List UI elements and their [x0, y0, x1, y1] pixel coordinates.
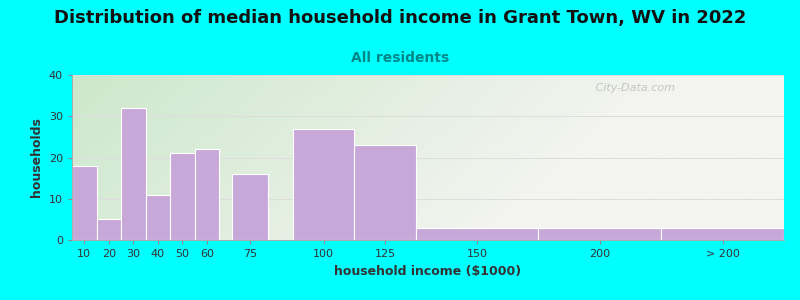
Bar	[354, 145, 416, 240]
Bar	[121, 108, 146, 240]
Bar	[293, 129, 354, 240]
Bar	[146, 195, 170, 240]
Bar	[97, 219, 121, 240]
Bar	[72, 166, 97, 240]
Text: City-Data.com: City-Data.com	[585, 83, 674, 93]
Bar	[231, 174, 269, 240]
Text: Distribution of median household income in Grant Town, WV in 2022: Distribution of median household income …	[54, 9, 746, 27]
Bar	[194, 149, 219, 240]
Bar	[416, 228, 538, 240]
Bar	[662, 228, 784, 240]
Text: All residents: All residents	[351, 51, 449, 65]
X-axis label: household income ($1000): household income ($1000)	[334, 265, 522, 278]
Bar	[170, 153, 194, 240]
Y-axis label: households: households	[30, 118, 43, 197]
Bar	[538, 228, 662, 240]
